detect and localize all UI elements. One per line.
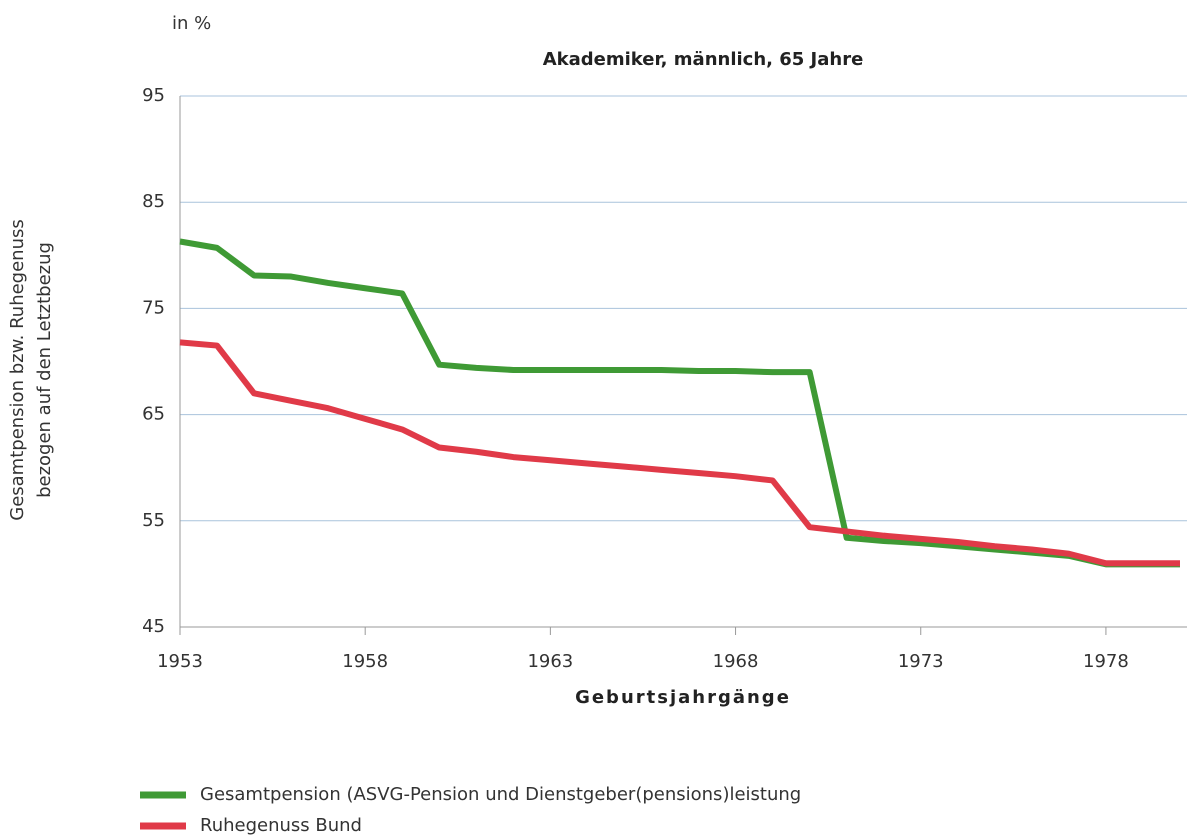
series-line bbox=[179, 339, 1180, 567]
x-tick-label: 1968 bbox=[713, 651, 759, 672]
y-axis-label: bezogen auf den Letztbezug bbox=[34, 242, 55, 498]
unit-label: in % bbox=[172, 13, 211, 34]
y-tick-label: 65 bbox=[142, 404, 165, 425]
legend-label: Gesamtpension (ASVG-Pension und Dienstge… bbox=[200, 784, 801, 805]
y-tick-label: 85 bbox=[142, 191, 165, 212]
y-tick-label: 45 bbox=[142, 616, 165, 637]
y-tick-label: 55 bbox=[142, 510, 165, 531]
y-axis-label: Gesamtpension bzw. Ruhegenuss bbox=[7, 219, 28, 521]
x-tick-label: 1953 bbox=[157, 651, 203, 672]
x-axis-label: Geburtsjahrgänge bbox=[575, 687, 791, 708]
y-tick-label: 75 bbox=[142, 297, 165, 318]
chart-title: Akademiker, männlich, 65 Jahre bbox=[543, 49, 864, 70]
x-tick-label: 1978 bbox=[1083, 651, 1129, 672]
series-line bbox=[179, 238, 1180, 568]
x-tick-label: 1963 bbox=[527, 651, 573, 672]
y-tick-label: 95 bbox=[142, 85, 165, 106]
x-tick-label: 1973 bbox=[898, 651, 944, 672]
x-tick-label: 1958 bbox=[342, 651, 388, 672]
legend-label: Ruhegenuss Bund bbox=[200, 815, 362, 836]
